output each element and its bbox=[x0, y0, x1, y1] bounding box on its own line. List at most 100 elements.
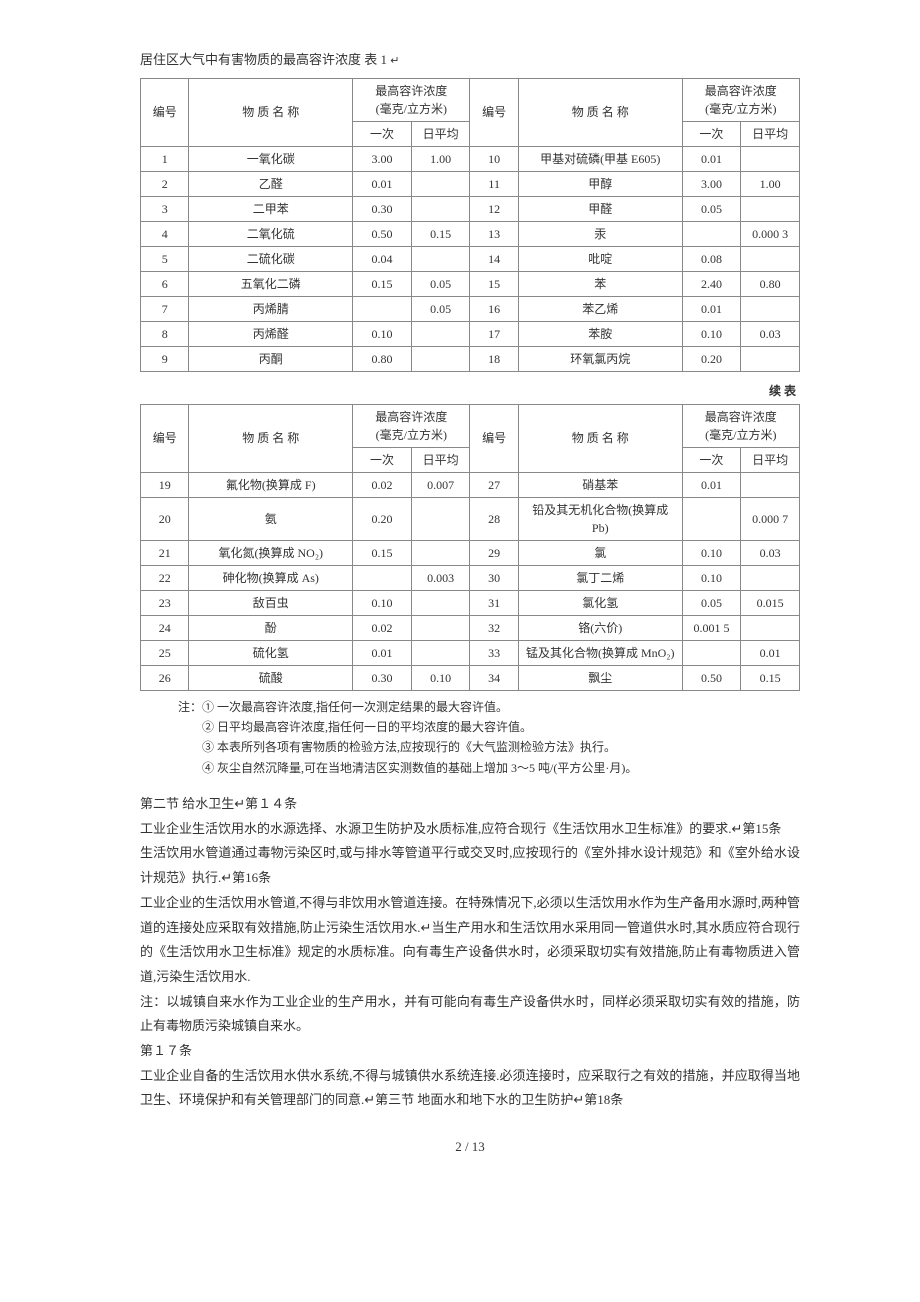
table-cell: 0.01 bbox=[741, 640, 800, 665]
table-cell: 31 bbox=[470, 590, 518, 615]
table-cell: 23 bbox=[141, 590, 189, 615]
table-cell bbox=[411, 346, 470, 371]
table-cell bbox=[411, 540, 470, 565]
th2-name-l: 物 质 名 称 bbox=[189, 404, 353, 472]
table-cell bbox=[741, 472, 800, 497]
para-5: 注：以城镇自来水作为工业企业的生产用水，并有可能向有毒生产设备供水时，同样必须采… bbox=[140, 990, 800, 1039]
notes-label: 注： bbox=[178, 700, 202, 714]
table-cell: 敌百虫 bbox=[189, 590, 353, 615]
th-conc-r: 最高容许浓度 (毫克/立方米) bbox=[682, 78, 799, 121]
table-cell: 0.10 bbox=[411, 665, 470, 690]
table-cell: 砷化物(换算成 As) bbox=[189, 565, 353, 590]
table-cell: 0.05 bbox=[411, 296, 470, 321]
th-name-l: 物 质 名 称 bbox=[189, 78, 353, 146]
table-cell: 丙烯醛 bbox=[189, 321, 353, 346]
continued-label: 续 表 bbox=[140, 382, 796, 400]
table-cell bbox=[741, 296, 800, 321]
table-cell bbox=[741, 196, 800, 221]
table-cell: 1.00 bbox=[411, 146, 470, 171]
table-cell: 氧化氮(换算成 NO₂) bbox=[189, 540, 353, 565]
table-cell bbox=[411, 590, 470, 615]
table-cell: 25 bbox=[141, 640, 189, 665]
para-4: 工业企业的生活饮用水管道,不得与非饮用水管道连接。在特殊情况下,必须以生活饮用水… bbox=[140, 891, 800, 990]
table-cell: 26 bbox=[141, 665, 189, 690]
table-cell: 锰及其化合物(换算成 MnO₂) bbox=[518, 640, 682, 665]
table-cell: 27 bbox=[470, 472, 518, 497]
table-cell: 34 bbox=[470, 665, 518, 690]
table-cell: 2 bbox=[141, 171, 189, 196]
th2-once-r: 一次 bbox=[682, 447, 741, 472]
table-cell: 1.00 bbox=[741, 171, 800, 196]
table-cell: 22 bbox=[141, 565, 189, 590]
table-cell bbox=[411, 615, 470, 640]
table-cell: 12 bbox=[470, 196, 518, 221]
table-row: 7丙烯腈0.0516苯乙烯0.01 bbox=[141, 296, 800, 321]
note-1: ① 一次最高容许浓度,指任何一次测定结果的最大容许值。 bbox=[202, 700, 508, 714]
table-cell: 苯 bbox=[518, 271, 682, 296]
table-cell: 硫酸 bbox=[189, 665, 353, 690]
table-cell: 33 bbox=[470, 640, 518, 665]
table-cell: 酚 bbox=[189, 615, 353, 640]
table-cell bbox=[741, 146, 800, 171]
table-cell: 0.20 bbox=[353, 497, 412, 540]
para-3: 生活饮用水管道通过毒物污染区时,或与排水等管道平行或交叉时,应按现行的《室外排水… bbox=[140, 841, 800, 890]
table-cell: 8 bbox=[141, 321, 189, 346]
table-cell: 飘尘 bbox=[518, 665, 682, 690]
table-row: 23敌百虫0.1031氯化氢0.050.015 bbox=[141, 590, 800, 615]
table-cell: 9 bbox=[141, 346, 189, 371]
table-cell: 铅及其无机化合物(换算成 Pb) bbox=[518, 497, 682, 540]
table-cell: 0.01 bbox=[682, 296, 741, 321]
table-cell: 18 bbox=[470, 346, 518, 371]
caption-text: 居住区大气中有害物质的最高容许浓度 表 1 bbox=[140, 52, 387, 67]
table-cell: 乙醛 bbox=[189, 171, 353, 196]
table-cell: 甲醇 bbox=[518, 171, 682, 196]
table-cell: 环氧氯丙烷 bbox=[518, 346, 682, 371]
table-cell: 0.05 bbox=[682, 590, 741, 615]
th2-num-l: 编号 bbox=[141, 404, 189, 472]
th-once-l: 一次 bbox=[353, 121, 412, 146]
th2-num-r: 编号 bbox=[470, 404, 518, 472]
table-cell: 苯乙烯 bbox=[518, 296, 682, 321]
table-cell: 13 bbox=[470, 221, 518, 246]
note-3: ③ 本表所列各项有害物质的检验方法,应按现行的《大气监测检验方法》执行。 bbox=[202, 740, 616, 754]
table-cell: 0.15 bbox=[741, 665, 800, 690]
table-row: 26硫酸0.300.1034飘尘0.500.15 bbox=[141, 665, 800, 690]
table-cell: 0.001 5 bbox=[682, 615, 741, 640]
table-cell: 0.15 bbox=[353, 540, 412, 565]
table-1: 编号 物 质 名 称 最高容许浓度 (毫克/立方米) 编号 物 质 名 称 最高… bbox=[140, 78, 800, 372]
th2-conc-r: 最高容许浓度 (毫克/立方米) bbox=[682, 404, 799, 447]
table-cell: 0.50 bbox=[682, 665, 741, 690]
th2-avg-r: 日平均 bbox=[741, 447, 800, 472]
table-cell: 0.003 bbox=[411, 565, 470, 590]
table-cell bbox=[741, 246, 800, 271]
table-row: 1一氧化碳3.001.0010甲基对硫磷(甲基 E605)0.01 bbox=[141, 146, 800, 171]
table-cell: 0.30 bbox=[353, 665, 412, 690]
table-row: 20氨0.2028铅及其无机化合物(换算成 Pb)0.000 7 bbox=[141, 497, 800, 540]
th2-conc-l: 最高容许浓度 (毫克/立方米) bbox=[353, 404, 470, 447]
table-cell: 5 bbox=[141, 246, 189, 271]
table-cell: 3.00 bbox=[353, 146, 412, 171]
table-row: 2乙醛0.0111甲醇3.001.00 bbox=[141, 171, 800, 196]
table-notes: 注：① 一次最高容许浓度,指任何一次测定结果的最大容许值。 ② 日平均最高容许浓… bbox=[178, 697, 800, 779]
table-cell: 甲基对硫磷(甲基 E605) bbox=[518, 146, 682, 171]
table-cell: 0.01 bbox=[353, 171, 412, 196]
table-cell: 0.10 bbox=[682, 565, 741, 590]
table-cell: 21 bbox=[141, 540, 189, 565]
table-cell: 二甲苯 bbox=[189, 196, 353, 221]
table-cell: 氯化氢 bbox=[518, 590, 682, 615]
table-cell bbox=[411, 640, 470, 665]
table-cell: 15 bbox=[470, 271, 518, 296]
note-2: ② 日平均最高容许浓度,指任何一日的平均浓度的最大容许值。 bbox=[202, 720, 532, 734]
table-cell: 0.10 bbox=[682, 321, 741, 346]
table-cell: 10 bbox=[470, 146, 518, 171]
table-cell bbox=[411, 321, 470, 346]
table-cell bbox=[411, 246, 470, 271]
th2-avg-l: 日平均 bbox=[411, 447, 470, 472]
table-cell: 2.40 bbox=[682, 271, 741, 296]
table-cell bbox=[682, 640, 741, 665]
th-num-l: 编号 bbox=[141, 78, 189, 146]
table-cell: 4 bbox=[141, 221, 189, 246]
table-cell bbox=[411, 196, 470, 221]
table-cell: 24 bbox=[141, 615, 189, 640]
table-cell: 甲醛 bbox=[518, 196, 682, 221]
